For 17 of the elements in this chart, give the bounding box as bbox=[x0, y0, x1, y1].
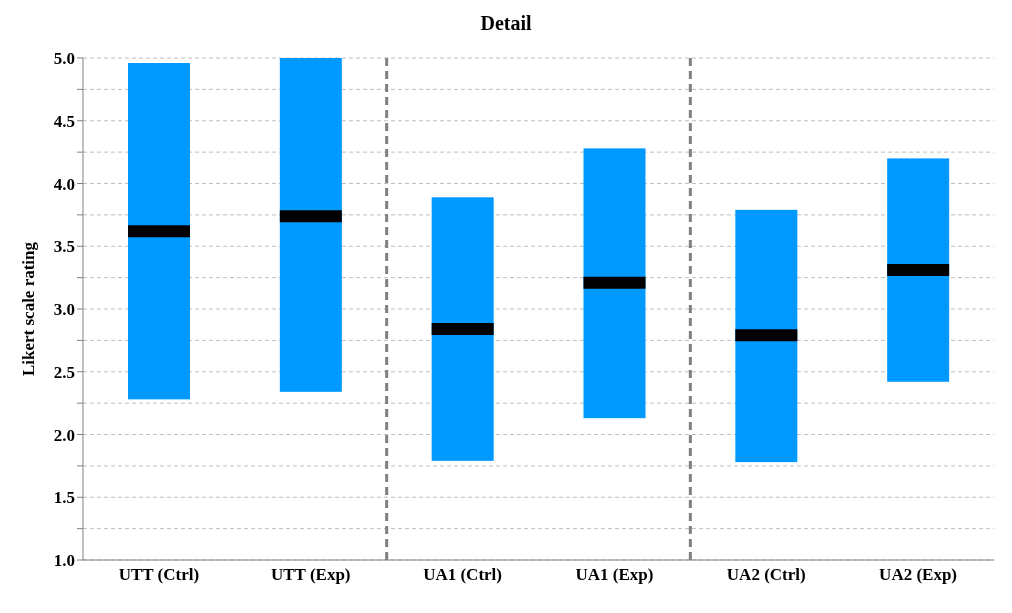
y-tick-label: 4.5 bbox=[53, 111, 75, 131]
y-tick-label: 3.5 bbox=[53, 237, 75, 257]
x-tick-label: UA2 (Exp) bbox=[879, 565, 958, 585]
y-tick-label: 3.0 bbox=[53, 300, 75, 320]
y-tick-label: 2.0 bbox=[53, 425, 75, 445]
x-tick-label: UA2 (Ctrl) bbox=[726, 565, 806, 585]
y-axis-title: Likert scale rating bbox=[19, 241, 39, 377]
y-tick-label: 1.0 bbox=[53, 551, 75, 571]
y-tick-label: 2.5 bbox=[53, 362, 75, 382]
x-tick-label: UA1 (Exp) bbox=[575, 565, 654, 585]
y-tick-label: 5.0 bbox=[53, 49, 75, 69]
x-tick-label: UA1 (Ctrl) bbox=[423, 565, 503, 585]
chart-title: Detail bbox=[479, 11, 533, 36]
y-tick-label: 1.5 bbox=[53, 488, 75, 508]
y-tick-label: 4.0 bbox=[53, 174, 75, 194]
x-tick-label: UTT (Ctrl) bbox=[118, 565, 200, 585]
x-tick-label: UTT (Exp) bbox=[270, 565, 351, 585]
